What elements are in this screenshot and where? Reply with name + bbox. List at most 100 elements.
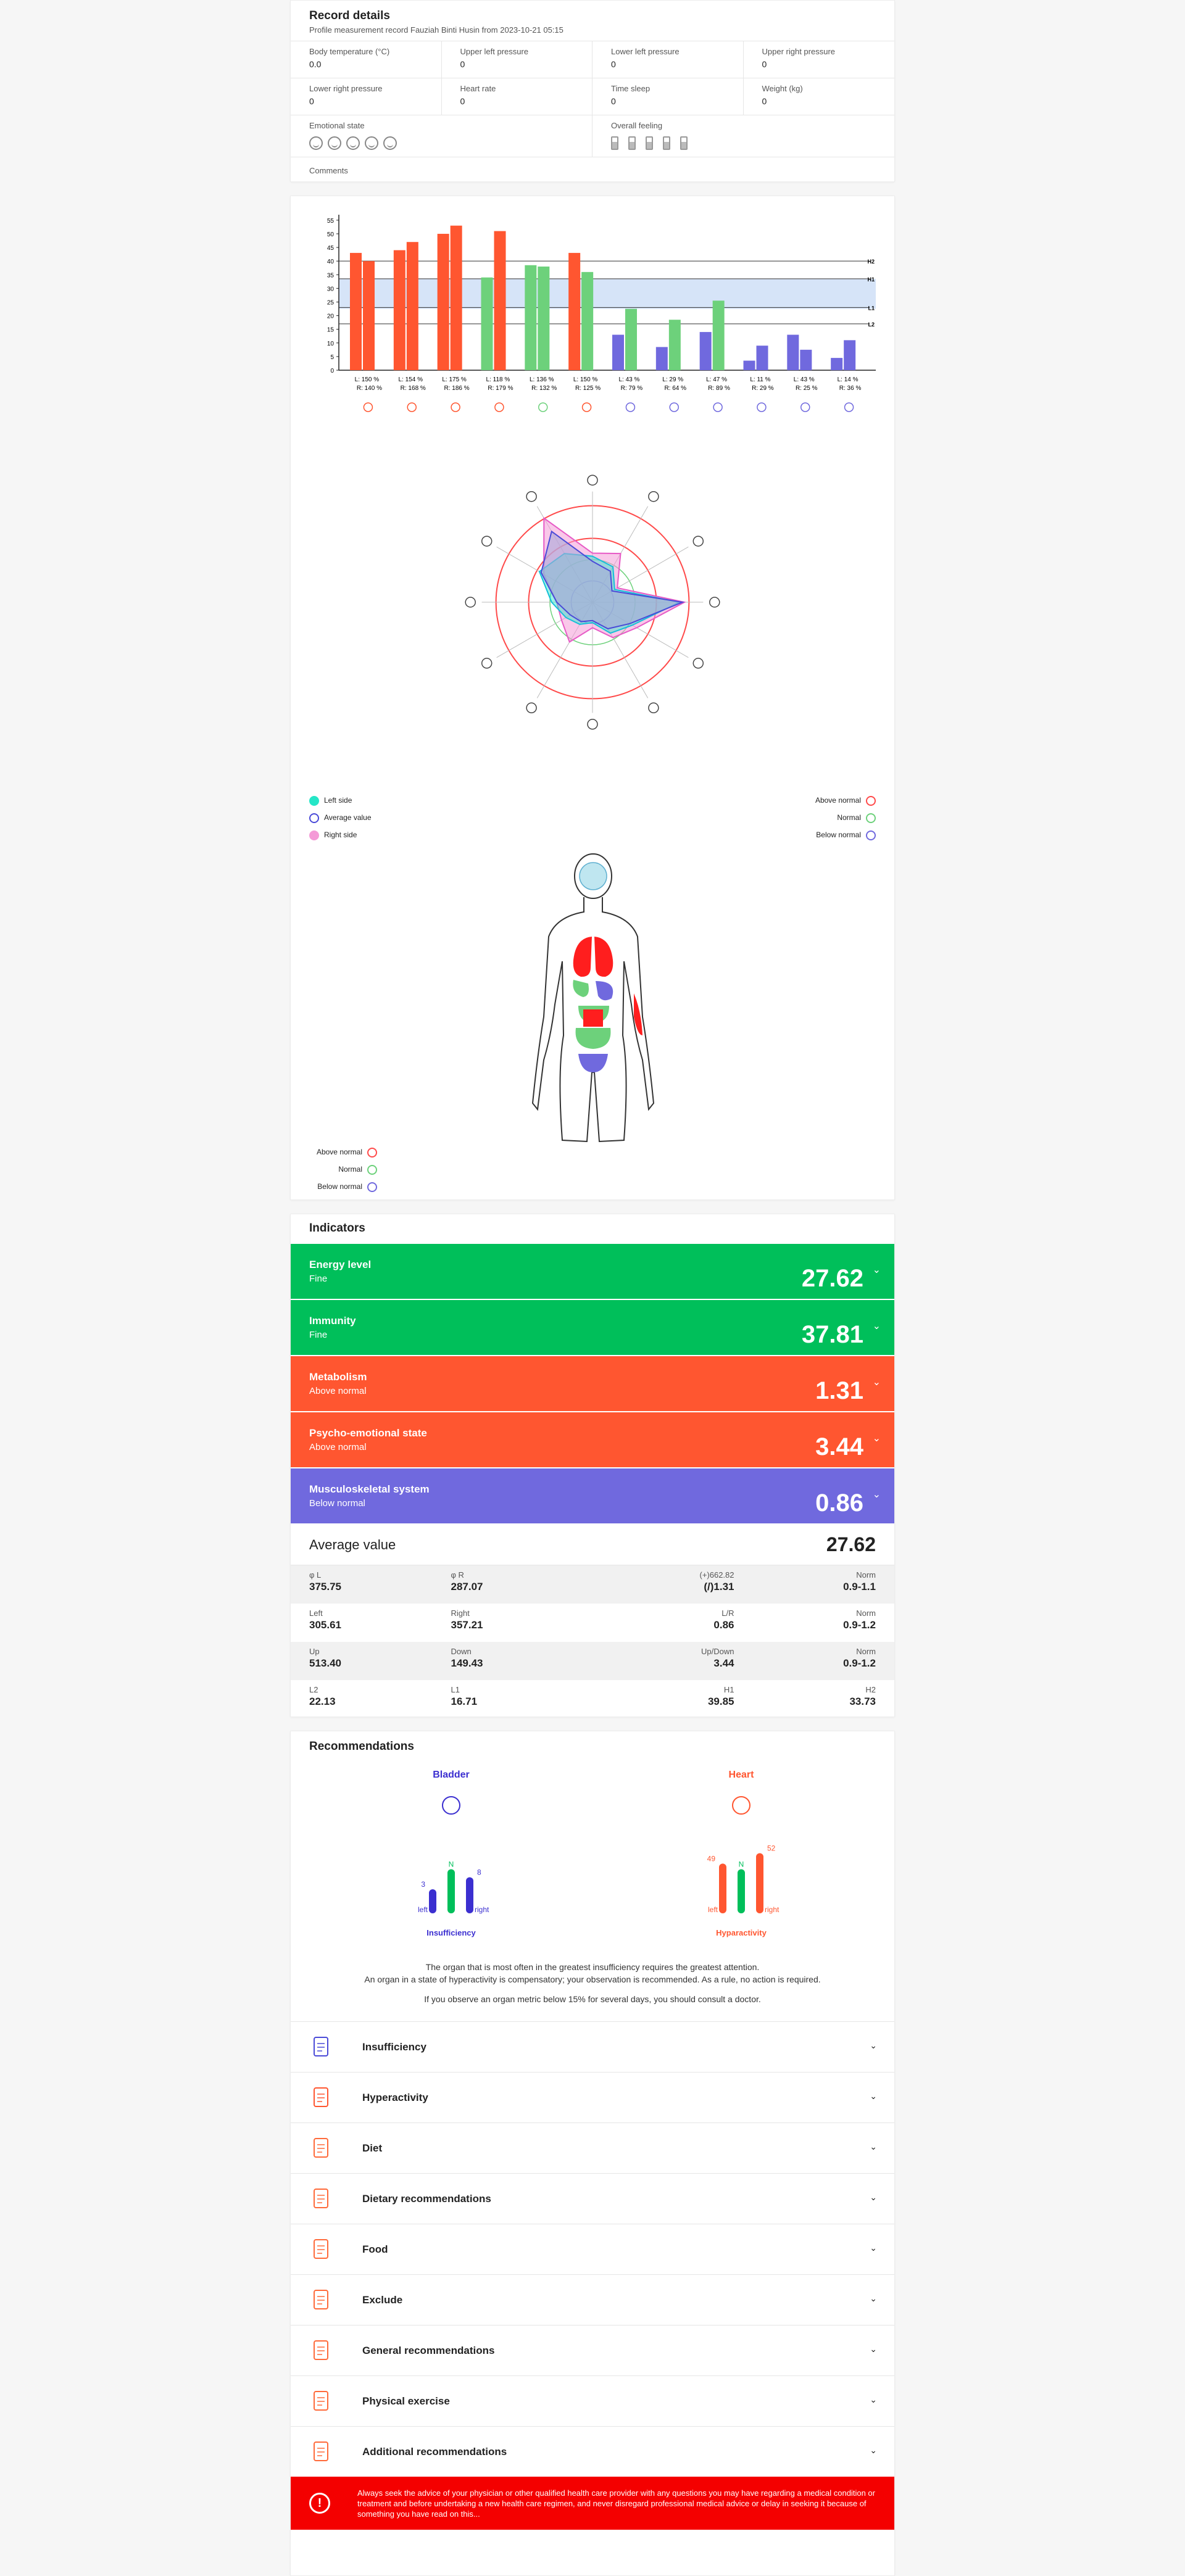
recommendation-item[interactable]: Insufficiency ⌄ <box>291 2021 894 2072</box>
recommendation-item[interactable]: Dietary recommendations ⌄ <box>291 2173 894 2224</box>
organ-highlights: Bladder 3 N 8 left right Insufficiency Heart 49… <box>291 1770 894 1961</box>
battery-level-3-icon[interactable] <box>646 136 653 150</box>
indicator-row[interactable]: Immunity Fine 37.81 ⌄ <box>291 1300 894 1356</box>
metric-cell: H2 33.73 <box>734 1685 876 1718</box>
chevron-down-icon[interactable]: ⌄ <box>870 2395 877 2404</box>
bladder-icon <box>465 597 476 608</box>
face-sad-icon[interactable] <box>328 136 341 150</box>
chevron-down-icon[interactable]: ⌄ <box>870 2243 877 2253</box>
intestine-icon <box>669 402 679 412</box>
bladder-icon <box>757 402 767 412</box>
field-time-sleep: Time sleep 0 <box>592 78 744 115</box>
metric-cell: (+)662.82 (/)1.31 <box>592 1570 734 1604</box>
face-very-happy-icon[interactable] <box>383 136 397 150</box>
chevron-down-icon[interactable]: ⌄ <box>870 2091 877 2101</box>
radar-legend-left: Left side Average value Right side <box>309 792 372 843</box>
metric-value: 3.44 <box>713 1657 734 1669</box>
bar-label-left: L: 43 % <box>794 376 815 383</box>
legend-average: Average value <box>309 809 372 826</box>
level-bar <box>466 1877 473 1913</box>
metric-value: 39.85 <box>707 1696 734 1707</box>
bar-label-right: R: 186 % <box>444 385 470 392</box>
metric-value: 33.73 <box>849 1696 876 1707</box>
face-very-sad-icon[interactable] <box>309 136 323 150</box>
recommendation-item[interactable]: Additional recommendations ⌄ <box>291 2426 894 2477</box>
chevron-down-icon[interactable]: ⌄ <box>872 1321 881 1331</box>
face-happy-icon[interactable] <box>365 136 378 150</box>
colon-icon <box>625 402 636 412</box>
chevron-down-icon[interactable]: ⌄ <box>870 2040 877 2050</box>
battery-level-1-icon[interactable] <box>611 136 618 150</box>
metric-key: Norm <box>856 1609 876 1618</box>
recommendation-item[interactable]: Diet ⌄ <box>291 2123 894 2173</box>
recommendation-item[interactable]: Hyperactivity ⌄ <box>291 2072 894 2123</box>
battery-level-5-icon[interactable] <box>680 136 688 150</box>
chevron-down-icon[interactable]: ⌄ <box>872 1265 881 1275</box>
y-tick-label: 40 <box>327 259 335 265</box>
bar-label-left: L: 136 % <box>530 376 554 383</box>
bar-label-left: L: 14 % <box>838 376 859 383</box>
radar-legend-right: Above normal Normal Below normal <box>815 792 876 843</box>
recommendation-item[interactable]: Food ⌄ <box>291 2224 894 2274</box>
indicator-value: 3.44 <box>815 1433 863 1460</box>
chevron-down-icon[interactable]: ⌄ <box>870 2445 877 2455</box>
liver-icon <box>526 491 537 502</box>
level-value: 49 <box>707 1854 716 1863</box>
recommendation-label: Exclude <box>362 2293 403 2306</box>
chevron-down-icon[interactable]: ⌄ <box>870 2142 877 2151</box>
chevron-down-icon[interactable]: ⌄ <box>872 1489 881 1500</box>
metric-value: 357.21 <box>451 1619 483 1631</box>
gallbladder-icon <box>581 402 592 412</box>
chevron-down-icon[interactable]: ⌄ <box>870 2293 877 2303</box>
indicator-value: 27.62 <box>801 1265 863 1292</box>
metric-key: φ R <box>451 1570 464 1580</box>
chevron-down-icon[interactable]: ⌄ <box>872 1433 881 1444</box>
bar-right <box>712 300 725 370</box>
metric-key: Norm <box>856 1647 876 1656</box>
battery-level-4-icon[interactable] <box>663 136 670 150</box>
bar-left <box>612 334 624 370</box>
recommendations-card: Recommendations Bladder 3 N 8 left right Insuf… <box>290 1731 895 2576</box>
recommendation-item[interactable]: General recommendations ⌄ <box>291 2325 894 2375</box>
normal-band <box>339 278 876 309</box>
indicator-row[interactable]: Energy level Fine 27.62 ⌄ <box>291 1244 894 1300</box>
level-bar <box>447 1869 455 1913</box>
indicator-row[interactable]: Metabolism Above normal 1.31 ⌄ <box>291 1356 894 1412</box>
face-neutral-icon[interactable] <box>346 136 360 150</box>
bladder-highlight: Bladder 3 N 8 left right Insufficiency <box>402 1770 501 1937</box>
chevron-down-icon[interactable]: ⌄ <box>872 1377 881 1388</box>
disclaimer-text: Always seek the advice of your physician… <box>357 2488 875 2519</box>
bladder-icon <box>309 2035 334 2060</box>
joint-icon <box>800 402 810 412</box>
metric-cell: Norm 0.9-1.2 <box>734 1647 876 1680</box>
level-bar <box>738 1869 745 1913</box>
indicator-row[interactable]: Musculoskeletal system Below normal 0.86 ⌄ <box>291 1468 894 1525</box>
organ-level-chart: 3 N 8 left right <box>418 1796 489 1914</box>
bar-label-right: R: 125 % <box>575 385 601 392</box>
bar-label-right: R: 36 % <box>839 385 862 392</box>
body-organ-diagram <box>531 853 655 1143</box>
joint-organ <box>634 993 642 1035</box>
metric-value: 16.71 <box>451 1696 478 1707</box>
joint-icon <box>481 536 493 547</box>
recommendation-item[interactable]: Exclude ⌄ <box>291 2274 894 2325</box>
record-title: Record details <box>309 9 390 22</box>
kidney-icon <box>538 402 548 412</box>
metric-cell: Norm 0.9-1.2 <box>734 1609 876 1642</box>
battery-level-2-icon[interactable] <box>628 136 636 150</box>
bar-left <box>525 265 537 370</box>
level-value: 3 <box>421 1880 425 1889</box>
metric-cell: L2 22.13 <box>309 1685 451 1718</box>
recommendation-item[interactable]: Physical exercise ⌄ <box>291 2375 894 2426</box>
bar-label-right: R: 89 % <box>708 385 730 392</box>
metric-cell: L1 16.71 <box>451 1685 593 1718</box>
metric-row: Up 513.40 Down 149.43 Up/Down 3.44 Norm 0.9-1.2 <box>291 1642 894 1680</box>
chevron-down-icon[interactable]: ⌄ <box>870 2344 877 2354</box>
indicators-title: Indicators <box>309 1222 365 1235</box>
liver-organ <box>573 980 589 997</box>
level-bar <box>756 1853 763 1913</box>
indicator-row[interactable]: Psycho-emotional state Above normal 3.44 ⌄ <box>291 1412 894 1468</box>
metric-cell: Left 305.61 <box>309 1609 451 1642</box>
chevron-down-icon[interactable]: ⌄ <box>870 2192 877 2202</box>
bar-label-left: L: 29 % <box>662 376 683 383</box>
